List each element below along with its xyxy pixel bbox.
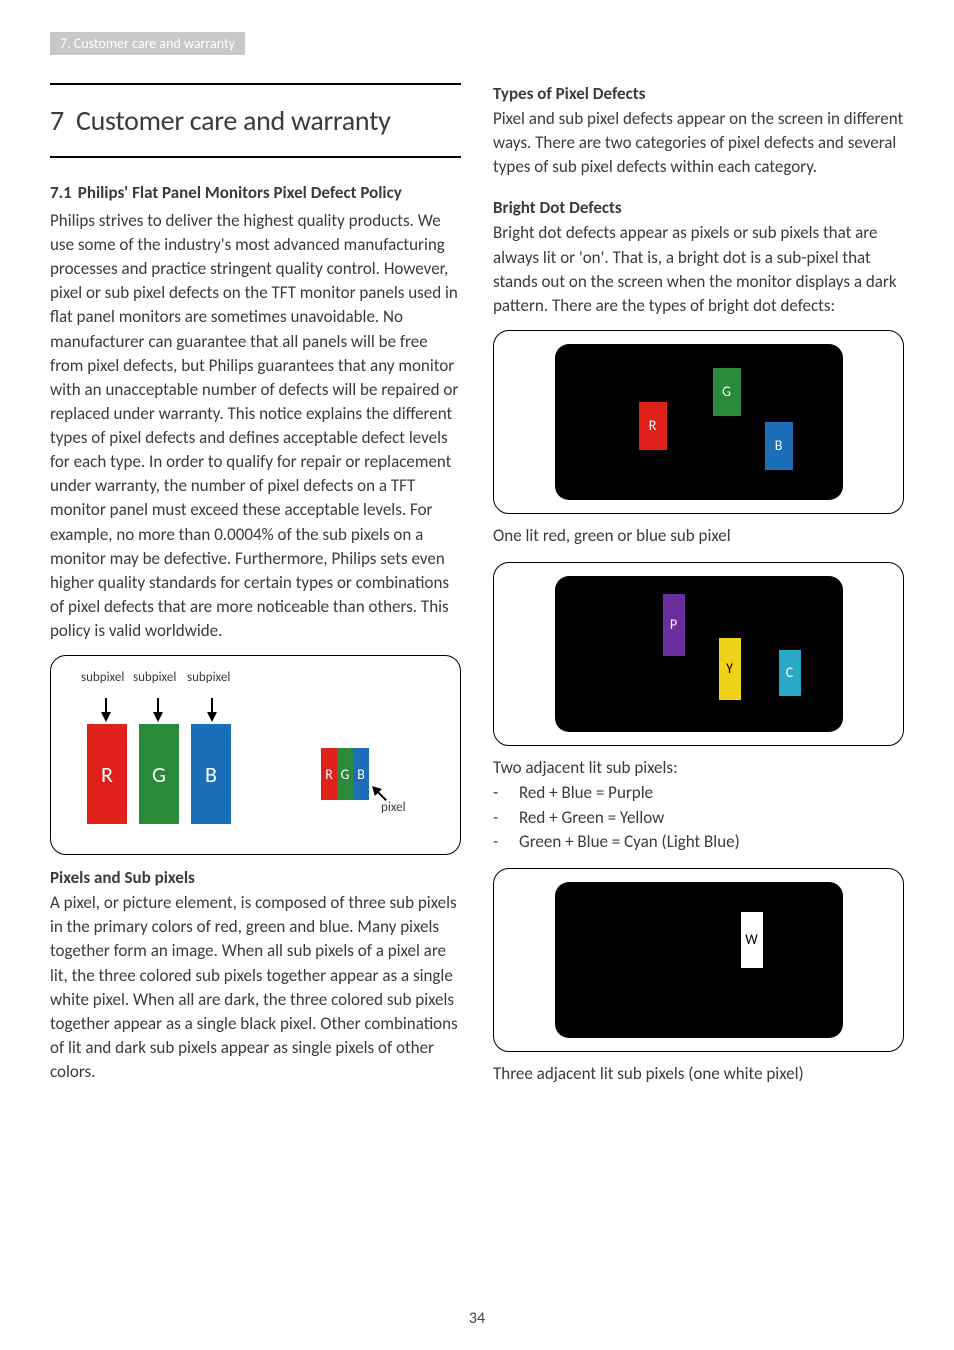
chapter-text: Customer care and warranty — [76, 103, 391, 138]
screen: PYC — [555, 576, 843, 732]
subpixel-label: subpixel — [187, 670, 230, 685]
page-number: 34 — [0, 1309, 954, 1328]
screen: W — [555, 882, 843, 1038]
subpixel-label: subpixel — [81, 670, 124, 685]
subpixel-r: R — [87, 724, 127, 824]
types-body: Pixel and sub pixel defects appear on th… — [493, 107, 904, 179]
rule-bottom — [50, 156, 461, 158]
pixel-label: pixel — [381, 800, 406, 815]
bright-heading: Bright Dot Defects — [493, 197, 904, 218]
list-item: Red + Blue = Purple — [493, 781, 904, 805]
left-column: 7 Customer care and warranty 7.1 Philips… — [50, 83, 461, 1100]
pixel-box: G — [713, 368, 741, 416]
pixel-box: R — [639, 402, 667, 450]
bright-body: Bright dot defects appear as pixels or s… — [493, 221, 904, 318]
section-heading: 7.1 Philips' Flat Panel Monitors Pixel D… — [50, 182, 461, 205]
arrow-pixel-icon — [373, 787, 387, 801]
arrow-down-icon — [153, 712, 163, 722]
list-item: Green + Blue = Cyan (Light Blue) — [493, 830, 904, 854]
content-columns: 7 Customer care and warranty 7.1 Philips… — [50, 83, 904, 1100]
subpixel-g-small: G — [337, 748, 353, 800]
types-heading: Types of Pixel Defects — [493, 83, 904, 104]
figure-bright-rgb: GR B — [493, 330, 904, 514]
section-num: 7.1 — [50, 182, 72, 205]
arrow-down-icon — [101, 712, 111, 722]
header-tab: 7. Customer care and warranty — [50, 32, 245, 55]
right-column: Types of Pixel Defects Pixel and sub pix… — [493, 83, 904, 1100]
chapter-num: 7 — [50, 103, 64, 138]
list-item: Red + Green = Yellow — [493, 806, 904, 830]
combo-list: Red + Blue = Purple Red + Green = Yellow… — [493, 781, 904, 853]
pixel-box: B — [765, 422, 793, 470]
figure-bright-white: W — [493, 868, 904, 1052]
chapter-title: 7 Customer care and warranty — [50, 103, 461, 138]
subpixel-b: B — [191, 724, 231, 824]
pixel-box: P — [663, 594, 685, 656]
figure-bright-pyc: PYC — [493, 562, 904, 746]
caption-fig4: Three adjacent lit sub pixels (one white… — [493, 1062, 904, 1086]
figure-subpixel-diagram: subpixel subpixel subpixel R G B R G B p… — [50, 655, 461, 855]
pixels-subheading: Pixels and Sub pixels — [50, 867, 461, 888]
section-title: Philips' Flat Panel Monitors Pixel Defec… — [78, 182, 402, 205]
screen: GR B — [555, 344, 843, 500]
caption-fig3: Two adjacent lit sub pixels: — [493, 756, 904, 780]
pixel-group: R G B — [321, 748, 369, 800]
pixel-box: W — [741, 912, 763, 968]
subpixel-g: G — [139, 724, 179, 824]
subpixel-r-small: R — [321, 748, 337, 800]
caption-fig2: One lit red, green or blue sub pixel — [493, 524, 904, 548]
policy-body: Philips strives to deliver the highest q… — [50, 209, 461, 643]
arrow-down-icon — [207, 712, 217, 722]
subpixel-label: subpixel — [133, 670, 176, 685]
pixel-box: C — [779, 650, 801, 696]
rule-top — [50, 83, 461, 85]
pixels-body: A pixel, or picture element, is composed… — [50, 891, 461, 1084]
subpixel-b-small: B — [353, 748, 369, 800]
pixel-box: Y — [719, 638, 741, 700]
